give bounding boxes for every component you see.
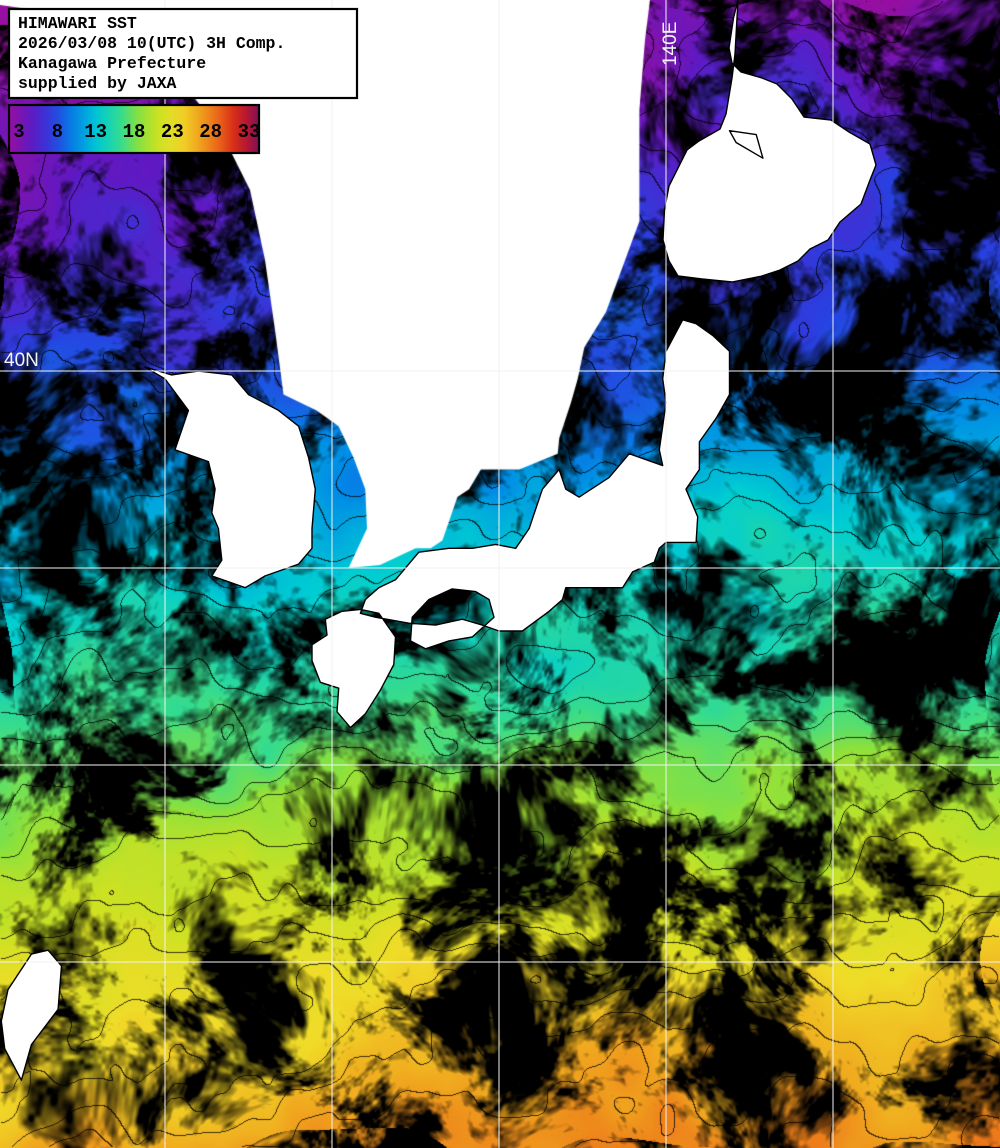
svg-text:33: 33 [238,121,261,143]
svg-text:23: 23 [161,121,184,143]
svg-text:28: 28 [199,121,222,143]
svg-text:140E: 140E [660,22,681,66]
svg-text:3: 3 [13,121,24,143]
svg-text:40N: 40N [4,350,39,371]
svg-text:18: 18 [123,121,146,143]
svg-text:supplied by JAXA: supplied by JAXA [18,74,177,93]
svg-text:HIMAWARI SST: HIMAWARI SST [18,14,137,33]
svg-text:8: 8 [52,121,63,143]
svg-text:2026/03/08 10(UTC) 3H Comp.: 2026/03/08 10(UTC) 3H Comp. [18,34,285,53]
svg-text:13: 13 [84,121,107,143]
svg-text:Kanagawa Prefecture: Kanagawa Prefecture [18,54,206,73]
